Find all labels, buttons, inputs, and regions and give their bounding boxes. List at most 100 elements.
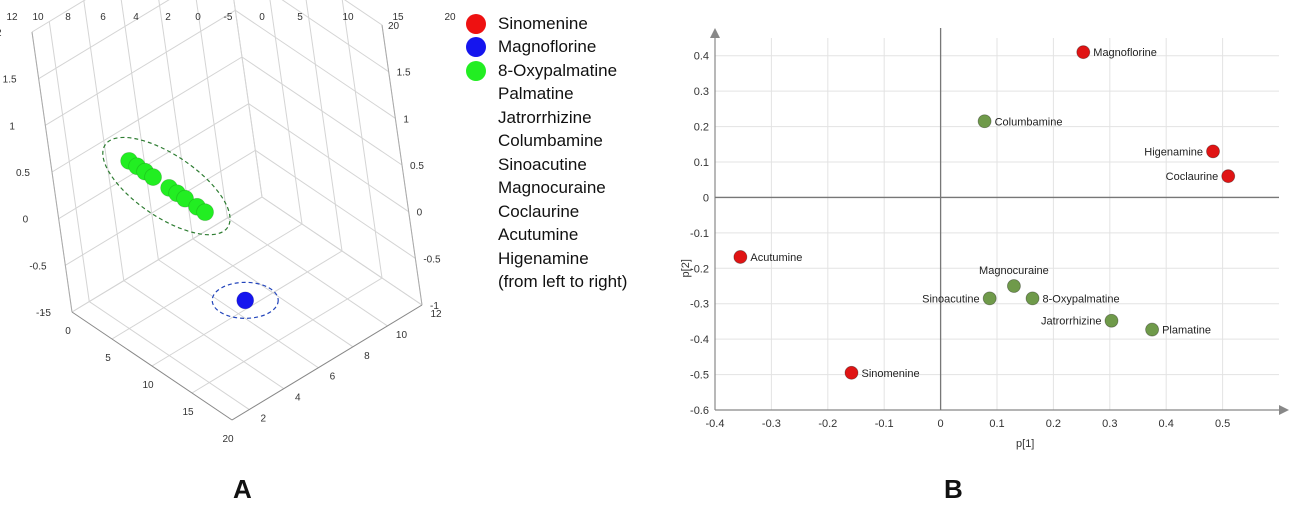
y-tick-label: 10 [396, 330, 408, 341]
grid-floor-y [261, 196, 423, 306]
legend-entry-8-oxypalmatine: 8-Oxypalmatine [466, 59, 666, 83]
legend-label: (from left to right) [498, 272, 628, 292]
x-tick-label: 0.5 [1215, 418, 1230, 430]
z-tick-label: -0.5 [29, 261, 47, 272]
legend-line: (from left to right) [466, 271, 666, 295]
z-tick-label-right: -1 [430, 301, 439, 312]
axis-z-line [31, 31, 73, 313]
point-label-sinoacutine: Sinoacutine [922, 293, 980, 305]
grid-floor-y [227, 217, 388, 327]
point-label-8-oxypalmatine: 8-Oxypalmatine [1043, 293, 1120, 305]
y-tick-label: -0.1 [690, 228, 709, 240]
grid-left-vertical [195, 0, 228, 218]
point-magnoflorine [236, 291, 255, 310]
grid-floor-x [191, 277, 383, 394]
panel-a-label: A [233, 474, 252, 504]
y-tick-label: 2 [260, 414, 266, 425]
top-back-tick-label: 4 [133, 12, 139, 23]
panel-b-scatter: -0.4 -0.3 -0.2 -0.1 0 0.1 0.2 0.3 0.4 0.5 -0.6 -0.5… [665, 0, 1289, 470]
legend-label: Higenamine [498, 248, 589, 268]
panel-b-label: B [944, 474, 963, 504]
panel-a-legend: Sinomenine Magnoflorine 8-Oxypalmatine Palm… [466, 12, 666, 294]
x-axis-arrow [1279, 405, 1289, 415]
grid-floor-y [123, 280, 285, 390]
point-8-oxypalmatine [176, 189, 194, 208]
point-jatrorrhizine [1104, 313, 1119, 328]
z-tick-label-right: 1.5 [397, 68, 411, 79]
x-tick-label: 0 [938, 418, 944, 430]
legend-line: Acutumine [466, 224, 666, 248]
grid-back-horizontal [255, 149, 416, 259]
top-back-tick-label: 12 [6, 12, 18, 23]
point-label-columbamine: Columbamine [995, 116, 1063, 128]
x-tick-label: -0.3 [762, 418, 781, 430]
top-back-tick-label: 0 [195, 12, 201, 23]
grid-back-vertical [269, 0, 303, 225]
y-tick-label: -0.2 [690, 263, 709, 275]
z-tick-label: -1 [36, 308, 45, 319]
z-tick-label-right: -0.5 [423, 254, 441, 265]
z-tick-label-right: 0.5 [410, 161, 424, 172]
panel-a-plot: 0510152024681012-521.510.50-0.5-11.510.5… [0, 0, 456, 445]
z-tick-label-right: 1 [403, 114, 409, 125]
top-back-tick-label: 0 [259, 12, 265, 23]
point-coclaurine [1221, 169, 1236, 184]
grid-left-horizontal [58, 103, 249, 220]
point-label-magnoflorine: Magnoflorine [1093, 47, 1157, 59]
y-tick-label: 12 [430, 309, 442, 320]
legend-label: Jatrorrhizine [498, 107, 592, 127]
point-label-sinomenine: Sinomenine [861, 368, 919, 380]
x-axis-label: p[1] [1016, 438, 1034, 450]
y-tick-label: 0.1 [694, 157, 709, 169]
x-tick-label: 0.4 [1159, 418, 1174, 430]
legend-label: Coclaurine [498, 201, 580, 221]
grid-back-horizontal [248, 103, 409, 213]
point-8-oxypalmatine [196, 203, 214, 222]
group-ellipse-8-oxypalmatine [102, 136, 231, 236]
grid-back-vertical [341, 0, 383, 279]
grid-back-vertical [305, 0, 343, 252]
x-tick-label: 0.1 [989, 418, 1004, 430]
y-tick-label: -0.6 [690, 405, 709, 417]
point-label-plamatine: Plamatine [1162, 325, 1211, 337]
legend-label: Palmatine [498, 84, 574, 104]
point-sinoacutine [982, 291, 997, 306]
grid-floor-x [111, 223, 303, 340]
x-tick-label: 5 [105, 353, 111, 364]
x-tick-label: 20 [222, 434, 234, 445]
grid-left-horizontal [65, 149, 256, 266]
y-tick-label: 0.3 [694, 86, 709, 98]
y-axis-label: p[2] [680, 259, 692, 277]
legend-label: Sinomenine [498, 13, 588, 33]
x-tick-label: 15 [182, 407, 194, 418]
point-acutumine [733, 250, 748, 264]
legend-label: Acutumine [498, 225, 579, 245]
y-tick-label: 0 [703, 192, 709, 204]
y-tick-label: 8 [364, 351, 370, 362]
panel-a-3d-scatter: 0510152024681012-521.510.50-0.5-11.510.5… [0, 0, 470, 506]
grid-left-horizontal [51, 56, 243, 173]
panel-b-plot: -0.4 -0.3 -0.2 -0.1 0 0.1 0.2 0.3 0.4 0.5 -0.6 -0.5… [680, 28, 1289, 450]
legend-label: Magnocuraine [498, 178, 606, 198]
grid-back-horizontal [241, 56, 403, 166]
top-back-tick-label: 15 [392, 12, 404, 23]
point-sinomenine [844, 365, 859, 380]
legend-label: Columbamine [498, 131, 603, 151]
grid-floor-y [158, 259, 319, 369]
z-tick-label: 1 [9, 121, 15, 132]
point-8-oxypalmatine [144, 168, 162, 186]
legend-marker [466, 37, 486, 58]
legend-label: Magnoflorine [498, 37, 597, 57]
point-label-coclaurine: Coclaurine [1166, 171, 1219, 183]
grid-floor-x [71, 196, 263, 313]
x-tick-label: 10 [142, 380, 154, 391]
point-label-acutumine: Acutumine [750, 252, 802, 264]
legend-marker [466, 60, 486, 81]
axis-back-edge [381, 24, 423, 306]
y-tick-label: 0.4 [694, 51, 709, 63]
z-tick-label-right: 0 [417, 208, 423, 219]
legend-entry-magnoflorine: Magnoflorine [466, 36, 666, 60]
x-tick-label: -0.2 [818, 418, 837, 430]
point-higenamine [1206, 144, 1220, 159]
point-label-higenamine: Higenamine [1144, 146, 1203, 158]
